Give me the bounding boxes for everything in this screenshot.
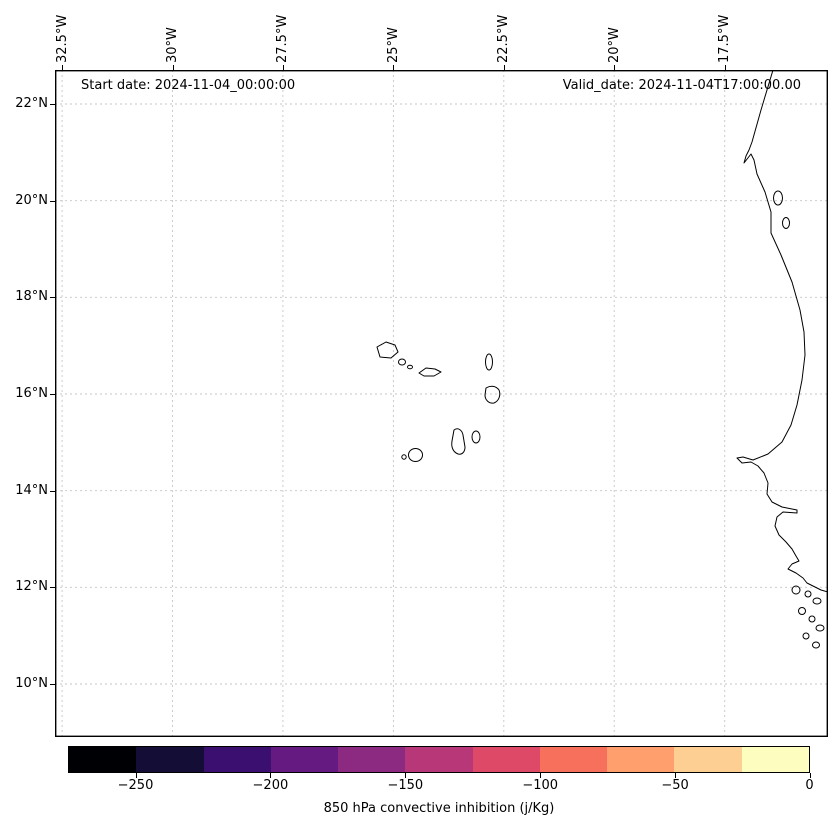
- colorbar-tick-label: −50: [661, 778, 689, 793]
- x-tick-mark: [724, 65, 726, 70]
- colorbar-segment: [607, 747, 675, 772]
- y-tick-label: 16°N: [15, 386, 48, 401]
- y-tick-mark: [50, 104, 55, 105]
- banc-arguin-islet: [782, 217, 790, 229]
- colorbar-tick-mark: [270, 773, 272, 778]
- colorbar-tick-label: −100: [522, 778, 559, 793]
- start-date-annotation: Start date: 2024-11-04_00:00:00: [81, 78, 296, 93]
- africa-coastline: [736, 70, 828, 593]
- x-tick-mark: [62, 65, 64, 70]
- island-santo-antao: [376, 341, 399, 359]
- colorbar-tick-mark: [675, 773, 677, 778]
- x-tick-mark: [393, 65, 395, 70]
- island-maio: [471, 430, 481, 444]
- bijagos-islet: [791, 585, 801, 595]
- colorbar-tick-mark: [540, 773, 542, 778]
- colorbar-gradient: [68, 746, 810, 773]
- island-fogo: [408, 448, 423, 462]
- island-santa-luzia: [407, 364, 413, 370]
- colorbar-segment: [539, 747, 608, 772]
- y-tick-mark: [50, 297, 55, 299]
- colorbar-segment: [136, 747, 204, 772]
- x-tick-mark: [503, 65, 505, 70]
- island-sao-vicente: [398, 358, 406, 366]
- colorbar-segment: [741, 747, 809, 772]
- y-tick-mark: [50, 200, 55, 202]
- colorbar-tick-label: −200: [252, 778, 289, 793]
- colorbar-tick-label: 0: [805, 778, 814, 793]
- bijagos-islet: [804, 590, 812, 598]
- island-sao-nicolau: [418, 367, 442, 377]
- colorbar-segment: [270, 747, 339, 772]
- bijagos-islet: [808, 615, 816, 623]
- island-brava: [401, 454, 407, 460]
- bijagos-islet: [802, 632, 810, 640]
- x-tick-mark: [614, 65, 616, 70]
- y-tick-label: 14°N: [15, 482, 48, 498]
- colorbar-segment: [338, 747, 406, 772]
- coastlines: [376, 70, 828, 649]
- colorbar-segment: [203, 747, 271, 772]
- island-boa-vista: [484, 385, 501, 404]
- island-sal: [485, 353, 493, 371]
- y-tick-label: 18°N: [15, 289, 48, 305]
- colorbar-label: 850 hPa convective inhibition (j/Kg): [323, 801, 555, 816]
- plot-border: [55, 70, 828, 737]
- banc-arguin-islet: [773, 190, 783, 206]
- colorbar-tick-label: −150: [387, 778, 424, 793]
- bijagos-islet: [815, 624, 825, 632]
- colorbar-tick-mark: [405, 773, 407, 778]
- y-tick-label: 22°N: [15, 96, 48, 111]
- colorbar-tick-label: −250: [117, 778, 154, 793]
- bijagos-islet: [798, 607, 806, 615]
- x-tick-mark: [282, 65, 284, 70]
- map-plot-area: Start date: 2024-11-04_00:00:00 Valid_da…: [55, 70, 828, 737]
- map-canvas: [55, 70, 828, 737]
- colorbar-tick-mark: [135, 773, 137, 778]
- colorbar-tick-mark: [809, 773, 811, 778]
- colorbar-segment: [674, 747, 742, 772]
- colorbar-segment: [69, 747, 137, 772]
- y-tick-label: 10°N: [15, 676, 48, 691]
- colorbar-segment: [472, 747, 540, 772]
- y-tick-mark: [50, 587, 55, 589]
- gridlines: [55, 70, 828, 737]
- y-tick-mark: [50, 684, 55, 685]
- y-tick-mark: [50, 394, 55, 395]
- island-santiago: [451, 428, 466, 455]
- x-tick-mark: [172, 65, 174, 70]
- y-tick-mark: [50, 490, 55, 492]
- bijagos-islet: [812, 641, 820, 649]
- bijagos-islet: [812, 597, 822, 605]
- y-tick-label: 12°N: [15, 579, 48, 595]
- colorbar-segment: [405, 747, 473, 772]
- valid-date-annotation: Valid_date: 2024-11-04T17:00:00.00: [562, 78, 801, 93]
- y-tick-label: 20°N: [15, 192, 48, 208]
